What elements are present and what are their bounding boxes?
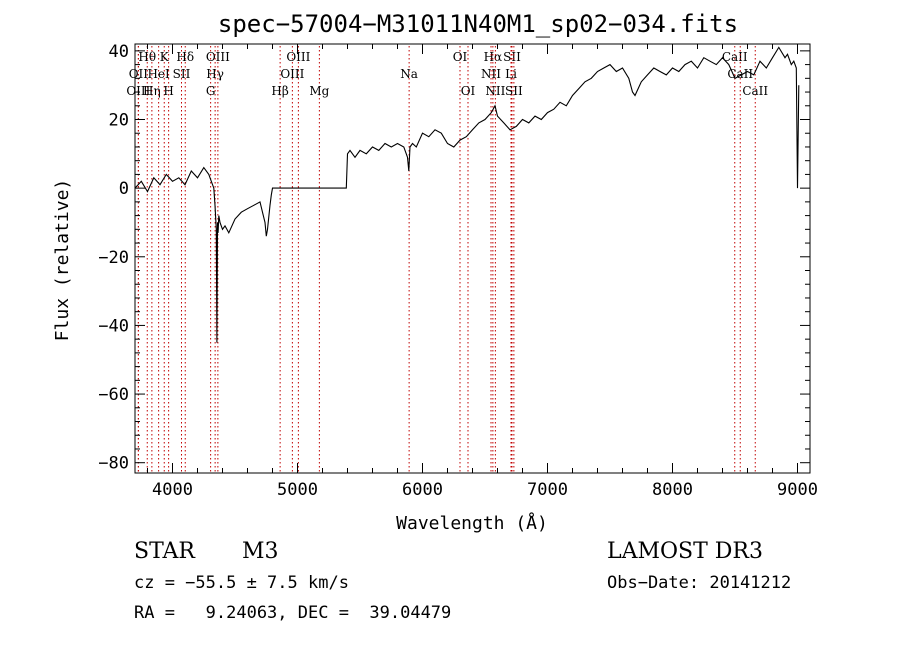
spectral-line-label: NII — [485, 84, 505, 98]
x-tick-label: 8000 — [652, 480, 693, 500]
chart-title: spec−57004−M31011N40M1_sp02−034.fits — [218, 10, 738, 38]
y-axis-label: Flux (relative) — [52, 179, 73, 342]
spectral-line-label: Mg — [309, 84, 329, 98]
spectral-line-label: OI — [453, 50, 468, 64]
x-tick-label: 7000 — [527, 480, 568, 500]
spectral-line-label: Hδ — [176, 50, 194, 64]
observation-date: Obs−Date: 20141212 — [607, 573, 792, 593]
redshift-cz: cz = −55.5 ± 7.5 km/s — [134, 573, 349, 593]
x-axis-label: Wavelength (Å) — [396, 512, 548, 534]
spectral-line-label: OIII — [286, 50, 310, 64]
series-layer — [134, 46, 800, 343]
spectral-line-label: G — [206, 84, 216, 98]
spectral-line-label: OI — [461, 84, 476, 98]
survey-name: LAMOST DR3 — [607, 539, 763, 564]
y-tick-label: 0 — [119, 179, 129, 199]
spectral-line-label: SII — [173, 67, 191, 81]
object-class: STAR — [134, 539, 195, 564]
spectral-line-label: Li — [505, 67, 517, 81]
object-subclass: M3 — [242, 539, 279, 564]
y-tick-label: −40 — [98, 316, 129, 336]
ra-dec-coordinates: RA = 9.24063, DEC = 39.04479 — [134, 603, 452, 623]
spectral-line-label: NII — [481, 67, 501, 81]
y-tick-label: −20 — [98, 248, 129, 268]
ticks-layer — [135, 44, 810, 473]
x-tick-label: 6000 — [402, 480, 443, 500]
spectral-line-label: Hη — [143, 84, 161, 98]
spectral-line-label: H — [163, 84, 173, 98]
spectral-line-label: OIII — [206, 50, 230, 64]
spectral-line-label: SII — [505, 84, 523, 98]
spectral-line-label: K — [160, 50, 170, 64]
plot-frame — [134, 43, 811, 474]
spectrum-line — [134, 46, 800, 343]
spectral-line-label: Na — [400, 67, 418, 81]
spectral-line-label: CaII — [742, 84, 768, 98]
spectral-line-label: Hγ — [206, 67, 224, 81]
spectral-line-label: CaII — [727, 67, 753, 81]
spectral-line-label: Hα — [484, 50, 503, 64]
spectral-line-label: SII — [503, 50, 521, 64]
x-tick-label: 5000 — [277, 480, 318, 500]
x-tick-label: 9000 — [777, 480, 818, 500]
spectral-line-label: HeI — [147, 67, 170, 81]
spectral-line-label: Hβ — [271, 84, 288, 98]
x-tick-label: 4000 — [152, 480, 193, 500]
y-tick-label: 20 — [109, 111, 129, 131]
spectral-line-label: OIII — [280, 67, 304, 81]
y-tick-label: −80 — [98, 454, 129, 474]
tick-labels-layer: 4000 5000 6000 7000 8000 9000 −80 −60 −40 −20 0 20 4… — [98, 42, 818, 500]
spectral-line-label: OIII — [126, 84, 150, 98]
y-tick-label: −60 — [98, 385, 129, 405]
y-tick-label: 40 — [109, 42, 129, 62]
spectral-line-label: Hθ — [138, 50, 156, 64]
spectral-line-label: CaII — [722, 50, 748, 64]
